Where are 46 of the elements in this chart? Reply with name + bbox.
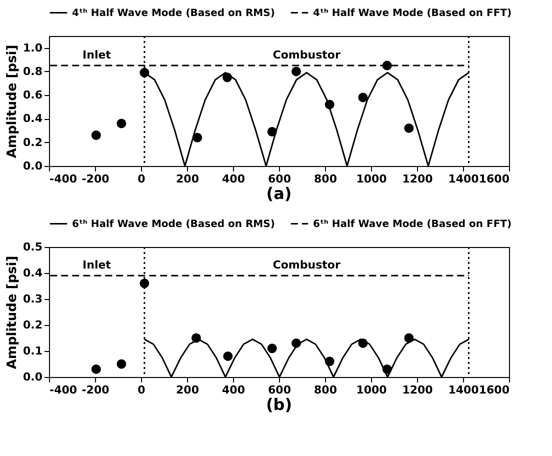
y-axis-title: Amplitude [psi] xyxy=(5,256,20,370)
y-tick-label: 0.0 xyxy=(23,370,43,384)
x-tick-label: 200 xyxy=(176,384,200,396)
text: (a) xyxy=(266,184,292,203)
x-tick-label: 400 xyxy=(222,384,246,396)
x-tick-label: 600 xyxy=(268,384,292,396)
legend-label: 4ᵗʰ Half Wave Mode (Based on FFT) xyxy=(313,8,512,19)
x-tick-label: 600 xyxy=(268,172,292,186)
y-tick-label: 0.4 xyxy=(23,112,43,126)
y-axis-title: Amplitude [psi] xyxy=(5,44,20,158)
y-tick-label: 0.1 xyxy=(23,344,42,358)
y-tick-label: 0.3 xyxy=(23,292,42,306)
x-tick-label: 800 xyxy=(314,384,338,396)
y-tick-label: 0.8 xyxy=(23,64,42,78)
y-tick-label: 0.2 xyxy=(23,318,42,332)
x-tick-label: 1400 xyxy=(448,384,480,396)
annotation: Combustor xyxy=(272,48,341,62)
y-tick-label: 1.0 xyxy=(23,41,43,54)
x-tick-label: 0 xyxy=(138,172,146,186)
x-tick-label: -400 xyxy=(50,172,78,186)
legend-label: 4ᵗʰ Half Wave Mode (Based on RMS) xyxy=(72,8,275,19)
y-tick-label: 0.6 xyxy=(23,88,43,102)
x-tick-label: -400 xyxy=(50,384,78,396)
x-tick-label: 0 xyxy=(138,384,146,396)
text: (b) xyxy=(266,395,292,414)
annotation: Combustor xyxy=(272,258,341,272)
y-tick-label: 0.0 xyxy=(23,160,43,172)
x-tick-label: 1400 xyxy=(448,172,480,186)
annotation: Inlet xyxy=(82,48,111,62)
x-tick-label: 1600 xyxy=(478,172,510,186)
x-tick-label: 1200 xyxy=(402,172,434,186)
annotation: Inlet xyxy=(82,258,111,272)
x-tick-label: 200 xyxy=(176,172,200,186)
legend-label: 6ᵗʰ Half Wave Mode (Based on RMS) xyxy=(72,218,275,230)
legend-label: 6ᵗʰ Half Wave Mode (Based on FFT) xyxy=(313,218,512,230)
x-tick-label: 1200 xyxy=(402,384,434,396)
y-tick-label: 0.5 xyxy=(23,240,42,254)
x-tick-label: 1000 xyxy=(356,172,388,186)
y-tick-label: 0.2 xyxy=(23,136,42,149)
x-tick-label: 1000 xyxy=(356,384,388,396)
x-tick-label: -200 xyxy=(82,384,110,396)
x-tick-label: -200 xyxy=(82,172,110,186)
y-tick-label: 0.4 xyxy=(23,266,43,280)
x-tick-label: 400 xyxy=(222,172,246,186)
x-tick-label: 800 xyxy=(314,172,338,186)
x-tick-label: 1600 xyxy=(478,384,510,396)
